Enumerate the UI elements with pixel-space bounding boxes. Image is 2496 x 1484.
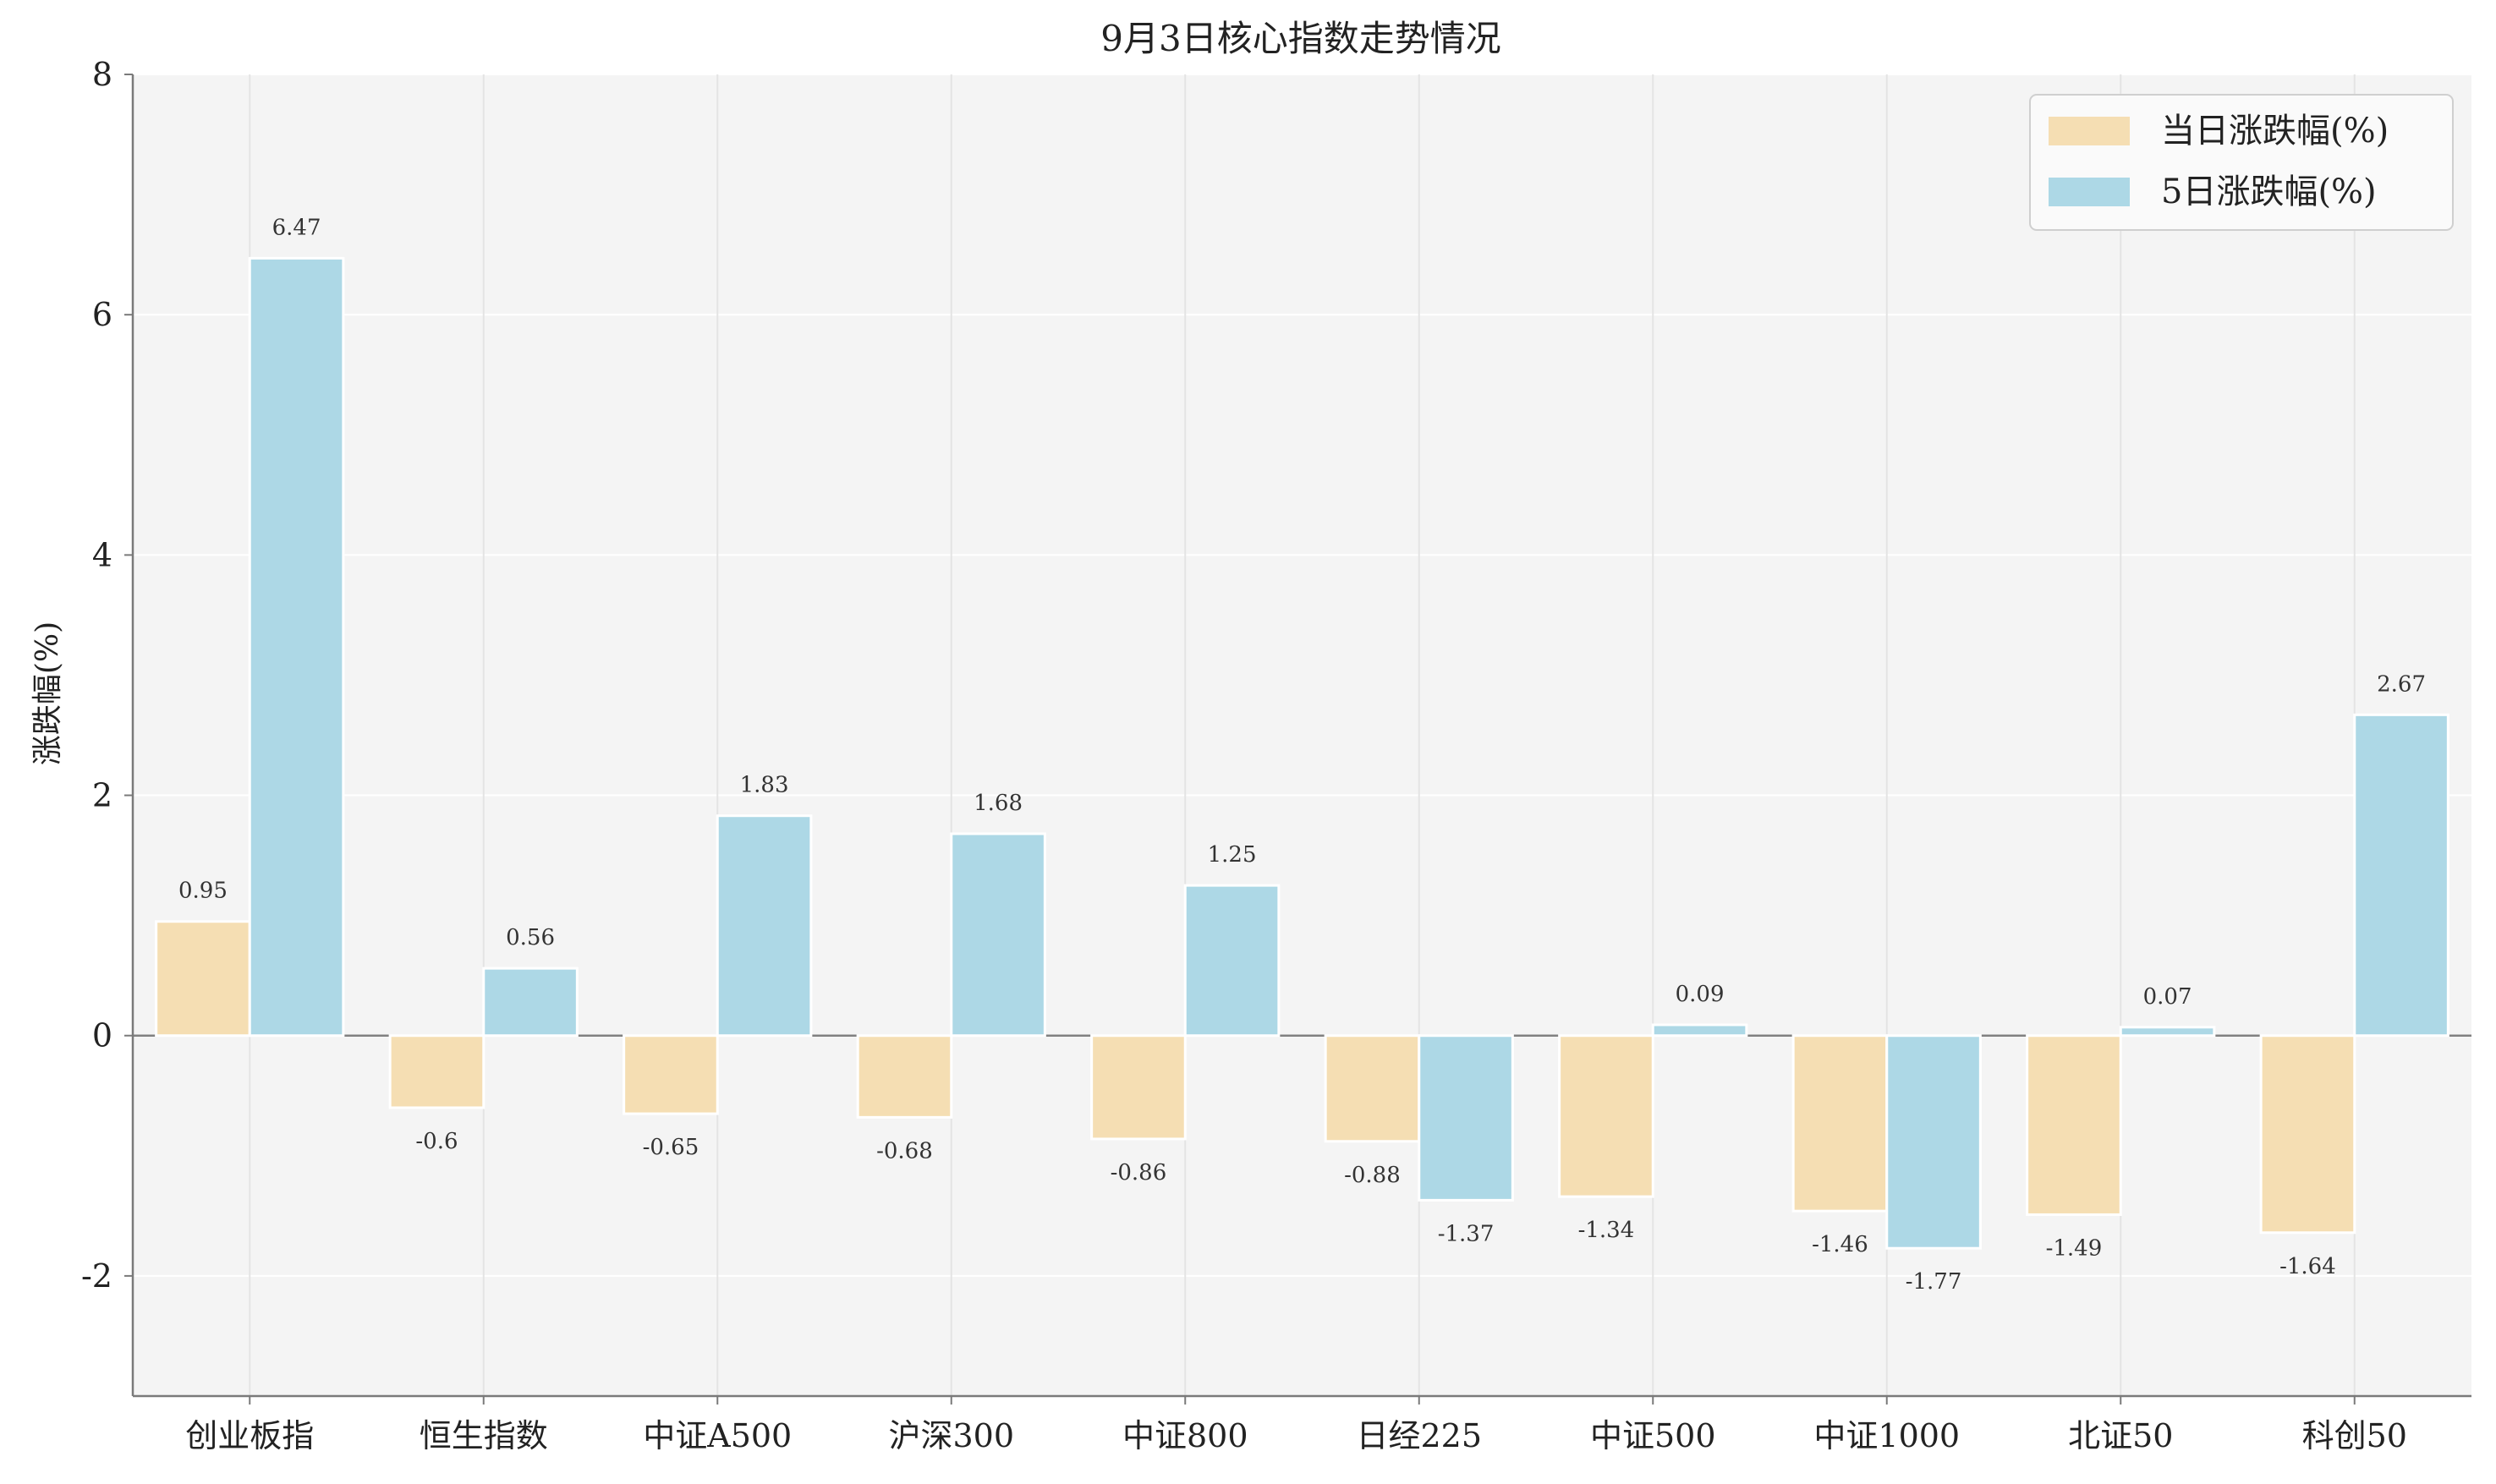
bar-five-day: [1651, 1023, 1748, 1038]
data-label: -1.77: [1906, 1269, 1962, 1295]
data-label: -0.86: [1111, 1160, 1167, 1186]
bar-five-day: [1418, 1034, 1514, 1202]
data-label: 0.09: [1676, 982, 1725, 1007]
chart-title: 9月3日核心指数走势情况: [1100, 18, 1500, 59]
legend-label: 5日涨跌幅(%): [2161, 172, 2377, 211]
data-label: 1.68: [974, 791, 1023, 816]
data-label: -0.68: [876, 1138, 933, 1164]
bar-daily: [2026, 1034, 2122, 1216]
bar-daily: [623, 1034, 719, 1115]
bar-five-day: [482, 967, 579, 1038]
y-axis-label: 涨跌幅(%): [30, 622, 65, 765]
plot-area: 0.95 -0.6 -0.65 -0.68 -0.86 -0.88 -1.34 -1.46 -1…: [81, 56, 2471, 1454]
x-tick-label: 日经225: [1356, 1417, 1482, 1454]
x-tick-label: 中证A500: [643, 1417, 792, 1454]
y-tick-label: 2: [92, 777, 112, 814]
legend-swatch: [2049, 178, 2130, 206]
y-tick-label: 6: [92, 296, 112, 333]
data-label: -0.65: [643, 1135, 699, 1160]
data-label: -1.34: [1578, 1218, 1635, 1243]
x-tick-label: 科创50: [2302, 1417, 2407, 1454]
data-label: 2.67: [2377, 671, 2426, 697]
x-tick-label: 北证50: [2068, 1417, 2173, 1454]
bar-five-day: [950, 832, 1046, 1038]
y-tick-label: 0: [92, 1017, 112, 1054]
bar-daily: [1791, 1034, 1889, 1213]
bar-five-day: [248, 256, 345, 1038]
bar-five-day: [2353, 713, 2449, 1038]
x-tick-label: 沪深300: [888, 1417, 1014, 1454]
bar-daily: [2259, 1034, 2356, 1235]
bar-five-day: [1885, 1034, 1982, 1250]
bar-five-day: [2119, 1026, 2216, 1038]
legend: 当日涨跌幅(%) 5日涨跌幅(%): [2029, 94, 2454, 231]
data-label: -1.37: [1438, 1221, 1495, 1246]
data-label: 0.07: [2143, 984, 2192, 1010]
x-tick-label: 恒生指数: [420, 1417, 548, 1454]
data-label: -1.64: [2279, 1254, 2336, 1279]
data-label: -1.46: [1812, 1232, 1868, 1257]
bar-daily: [388, 1034, 485, 1109]
y-tick-label: 8: [92, 56, 112, 93]
bar-daily: [1324, 1034, 1421, 1143]
data-label: 1.83: [740, 773, 789, 798]
data-label: 6.47: [272, 215, 321, 240]
x-tick-label: 中证1000: [1813, 1417, 1960, 1454]
data-label: -1.49: [2046, 1235, 2103, 1261]
data-label: 0.95: [178, 879, 228, 904]
bar-five-day: [716, 814, 813, 1038]
x-tick-label: 中证500: [1590, 1417, 1716, 1454]
bar-daily: [1558, 1034, 1654, 1198]
y-tick-label: -2: [81, 1257, 112, 1295]
data-label: 0.56: [506, 925, 555, 950]
data-label: -0.6: [415, 1129, 458, 1154]
data-label: -0.88: [1344, 1163, 1401, 1188]
legend-label: 当日涨跌幅(%): [2161, 112, 2389, 151]
bar-daily: [155, 920, 251, 1038]
bar-daily: [856, 1034, 953, 1119]
x-tick-label: 创业板指: [185, 1417, 314, 1454]
bar-five-day: [1183, 884, 1281, 1038]
legend-swatch: [2049, 117, 2130, 145]
y-tick-label: 4: [92, 536, 112, 573]
bar-daily: [1090, 1034, 1187, 1141]
legend-box: [2029, 94, 2454, 231]
data-label: 1.25: [1208, 842, 1257, 868]
x-tick-label: 中证800: [1122, 1417, 1248, 1454]
